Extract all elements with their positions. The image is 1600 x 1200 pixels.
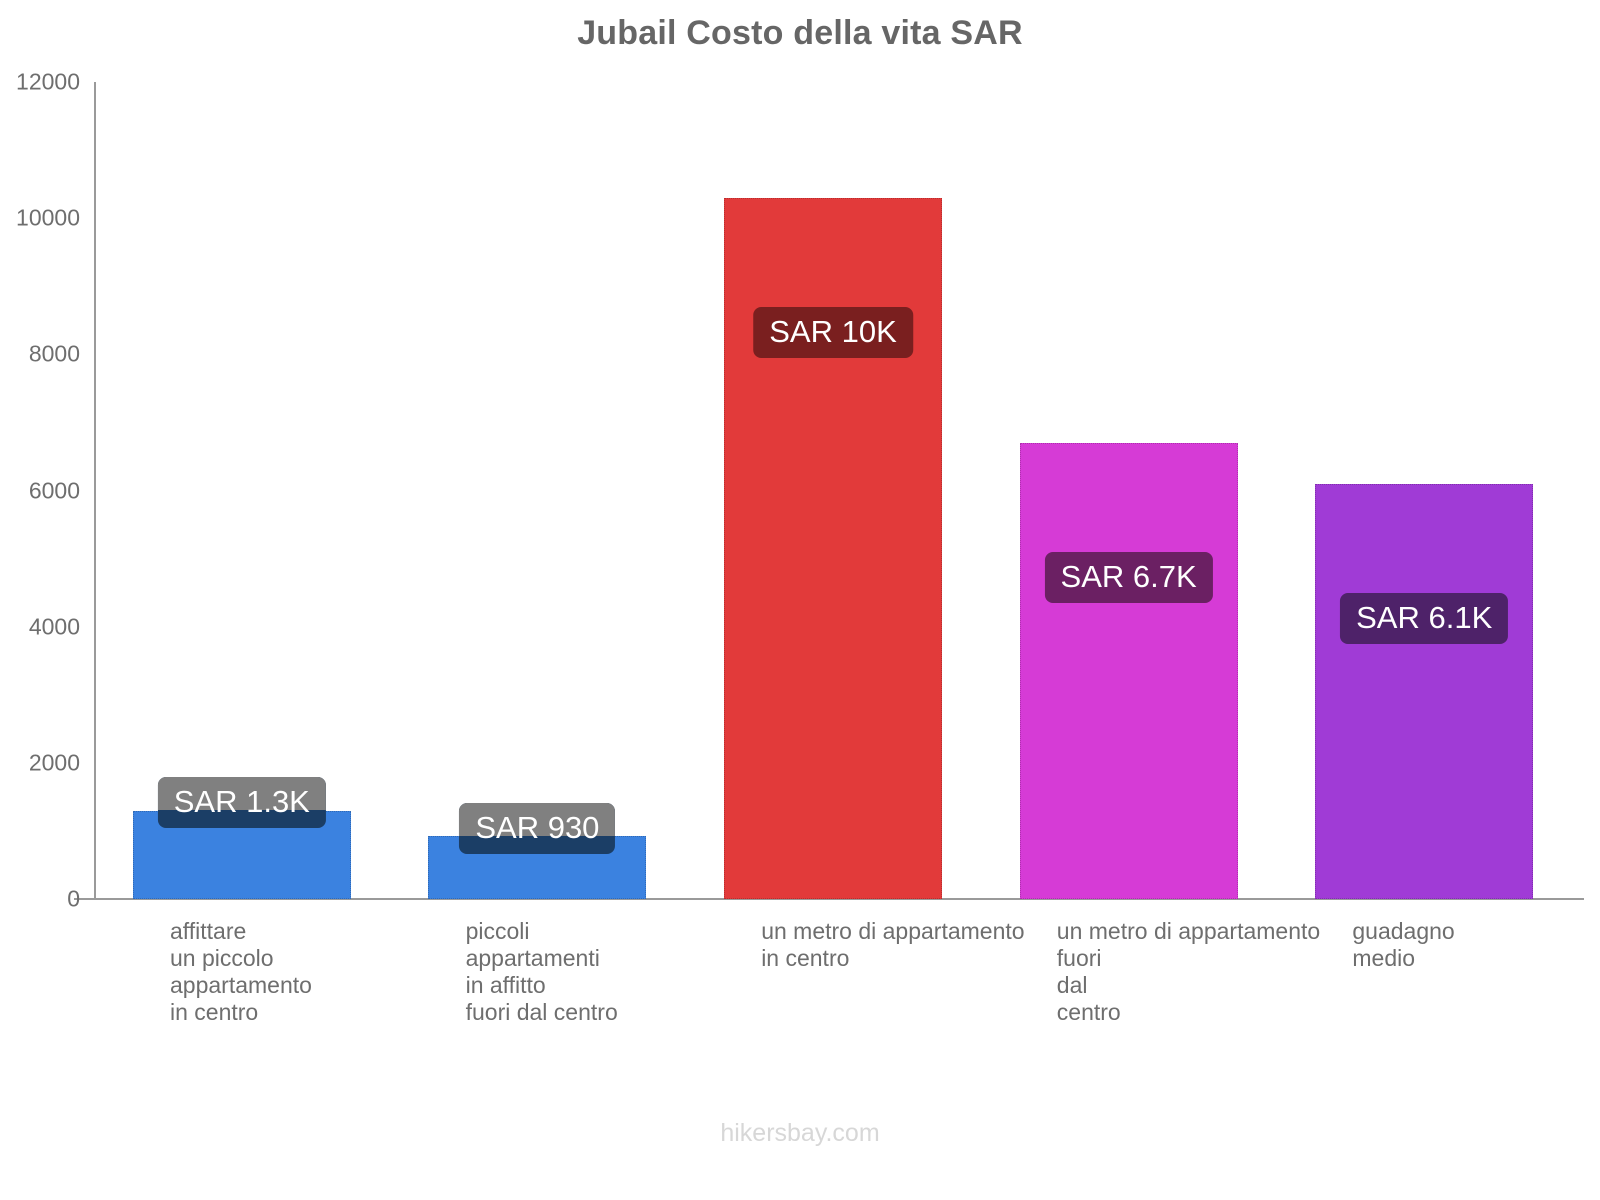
bar-value-text: SAR 10K xyxy=(769,313,897,349)
x-axis-label-line: in centro xyxy=(170,998,259,1025)
x-axis-label-line: medio xyxy=(1352,944,1416,971)
y-tick-label: 2000 xyxy=(28,749,80,776)
bar-value-label: SAR 6.7K xyxy=(1044,551,1213,603)
bar-value-label-overhang xyxy=(459,802,616,836)
bar-outline xyxy=(1315,483,1534,899)
bar-value-text: SAR 6.7K xyxy=(1060,558,1197,594)
x-axis-label-line: fuori dal centro xyxy=(465,998,618,1025)
x-axis-label-line: dal xyxy=(1056,971,1088,998)
x-axis-label-line: un metro di appartamento xyxy=(1056,918,1321,944)
x-axis-label-line: centro xyxy=(1056,998,1121,1025)
y-tick-label: 12000 xyxy=(16,68,80,95)
bar[interactable] xyxy=(724,197,942,899)
y-axis-line xyxy=(94,82,96,900)
x-axis-category-label: guadagno medio xyxy=(1352,918,1454,972)
footer-watermark: hikersbay.com xyxy=(720,1119,880,1147)
bar-value-text: SAR 6.1K xyxy=(1356,599,1493,635)
y-tick-label: 0 xyxy=(67,885,80,912)
x-axis-category-label: un metro di appartamento fuori dal centro xyxy=(1057,918,1320,1026)
bar[interactable] xyxy=(1315,483,1534,899)
y-tick-label: 10000 xyxy=(16,204,80,231)
bar-value-text: SAR 1.3K xyxy=(173,784,310,820)
x-axis-category-label: piccoli appartamenti in affitto fuori dal c… xyxy=(466,918,618,1026)
x-axis-label-line: un piccolo xyxy=(170,944,274,971)
chart-title: Jubail Costo della vita SAR xyxy=(577,14,1023,52)
x-axis-label-line: appartamenti xyxy=(465,944,600,971)
bar-value-label: SAR 930 xyxy=(459,802,616,854)
x-axis-label-line: guadagno xyxy=(1352,918,1455,944)
x-axis-label-line: in centro xyxy=(761,944,850,971)
x-axis-category-label: un metro di appartamento in centro xyxy=(761,918,1024,972)
bar-value-label: SAR 6.1K xyxy=(1340,592,1509,644)
bar-value-label-overhang xyxy=(157,777,326,811)
x-axis-line xyxy=(74,898,1584,900)
y-tick-label: 8000 xyxy=(28,340,80,367)
y-tick-label: 4000 xyxy=(28,613,80,640)
bar-outline xyxy=(1019,442,1238,899)
bar-outline xyxy=(724,197,942,899)
x-axis-category-label: affittare un piccolo appartamento in centro xyxy=(170,918,312,1026)
plot-area: SAR 1.3K SAR 930 SAR 10K SAR 6.7K SAR 6.1K xyxy=(94,82,1572,899)
x-axis-label-line: appartamento xyxy=(170,971,312,998)
bar-value-label: SAR 1.3K xyxy=(157,777,326,829)
x-axis-label-line: in affitto xyxy=(465,971,546,998)
x-axis-label-line: un metro di appartamento xyxy=(761,918,1025,944)
bar[interactable] xyxy=(1019,442,1238,899)
bar-value-label: SAR 10K xyxy=(753,306,913,358)
x-axis-label-line: piccoli xyxy=(465,918,530,944)
x-axis-label-line: fuori xyxy=(1056,944,1102,971)
y-tick-label: 6000 xyxy=(28,477,80,503)
x-axis-label-line: affittare xyxy=(170,918,247,944)
bar-value-text: SAR 930 xyxy=(475,809,600,845)
y-tick-mark xyxy=(84,898,94,900)
